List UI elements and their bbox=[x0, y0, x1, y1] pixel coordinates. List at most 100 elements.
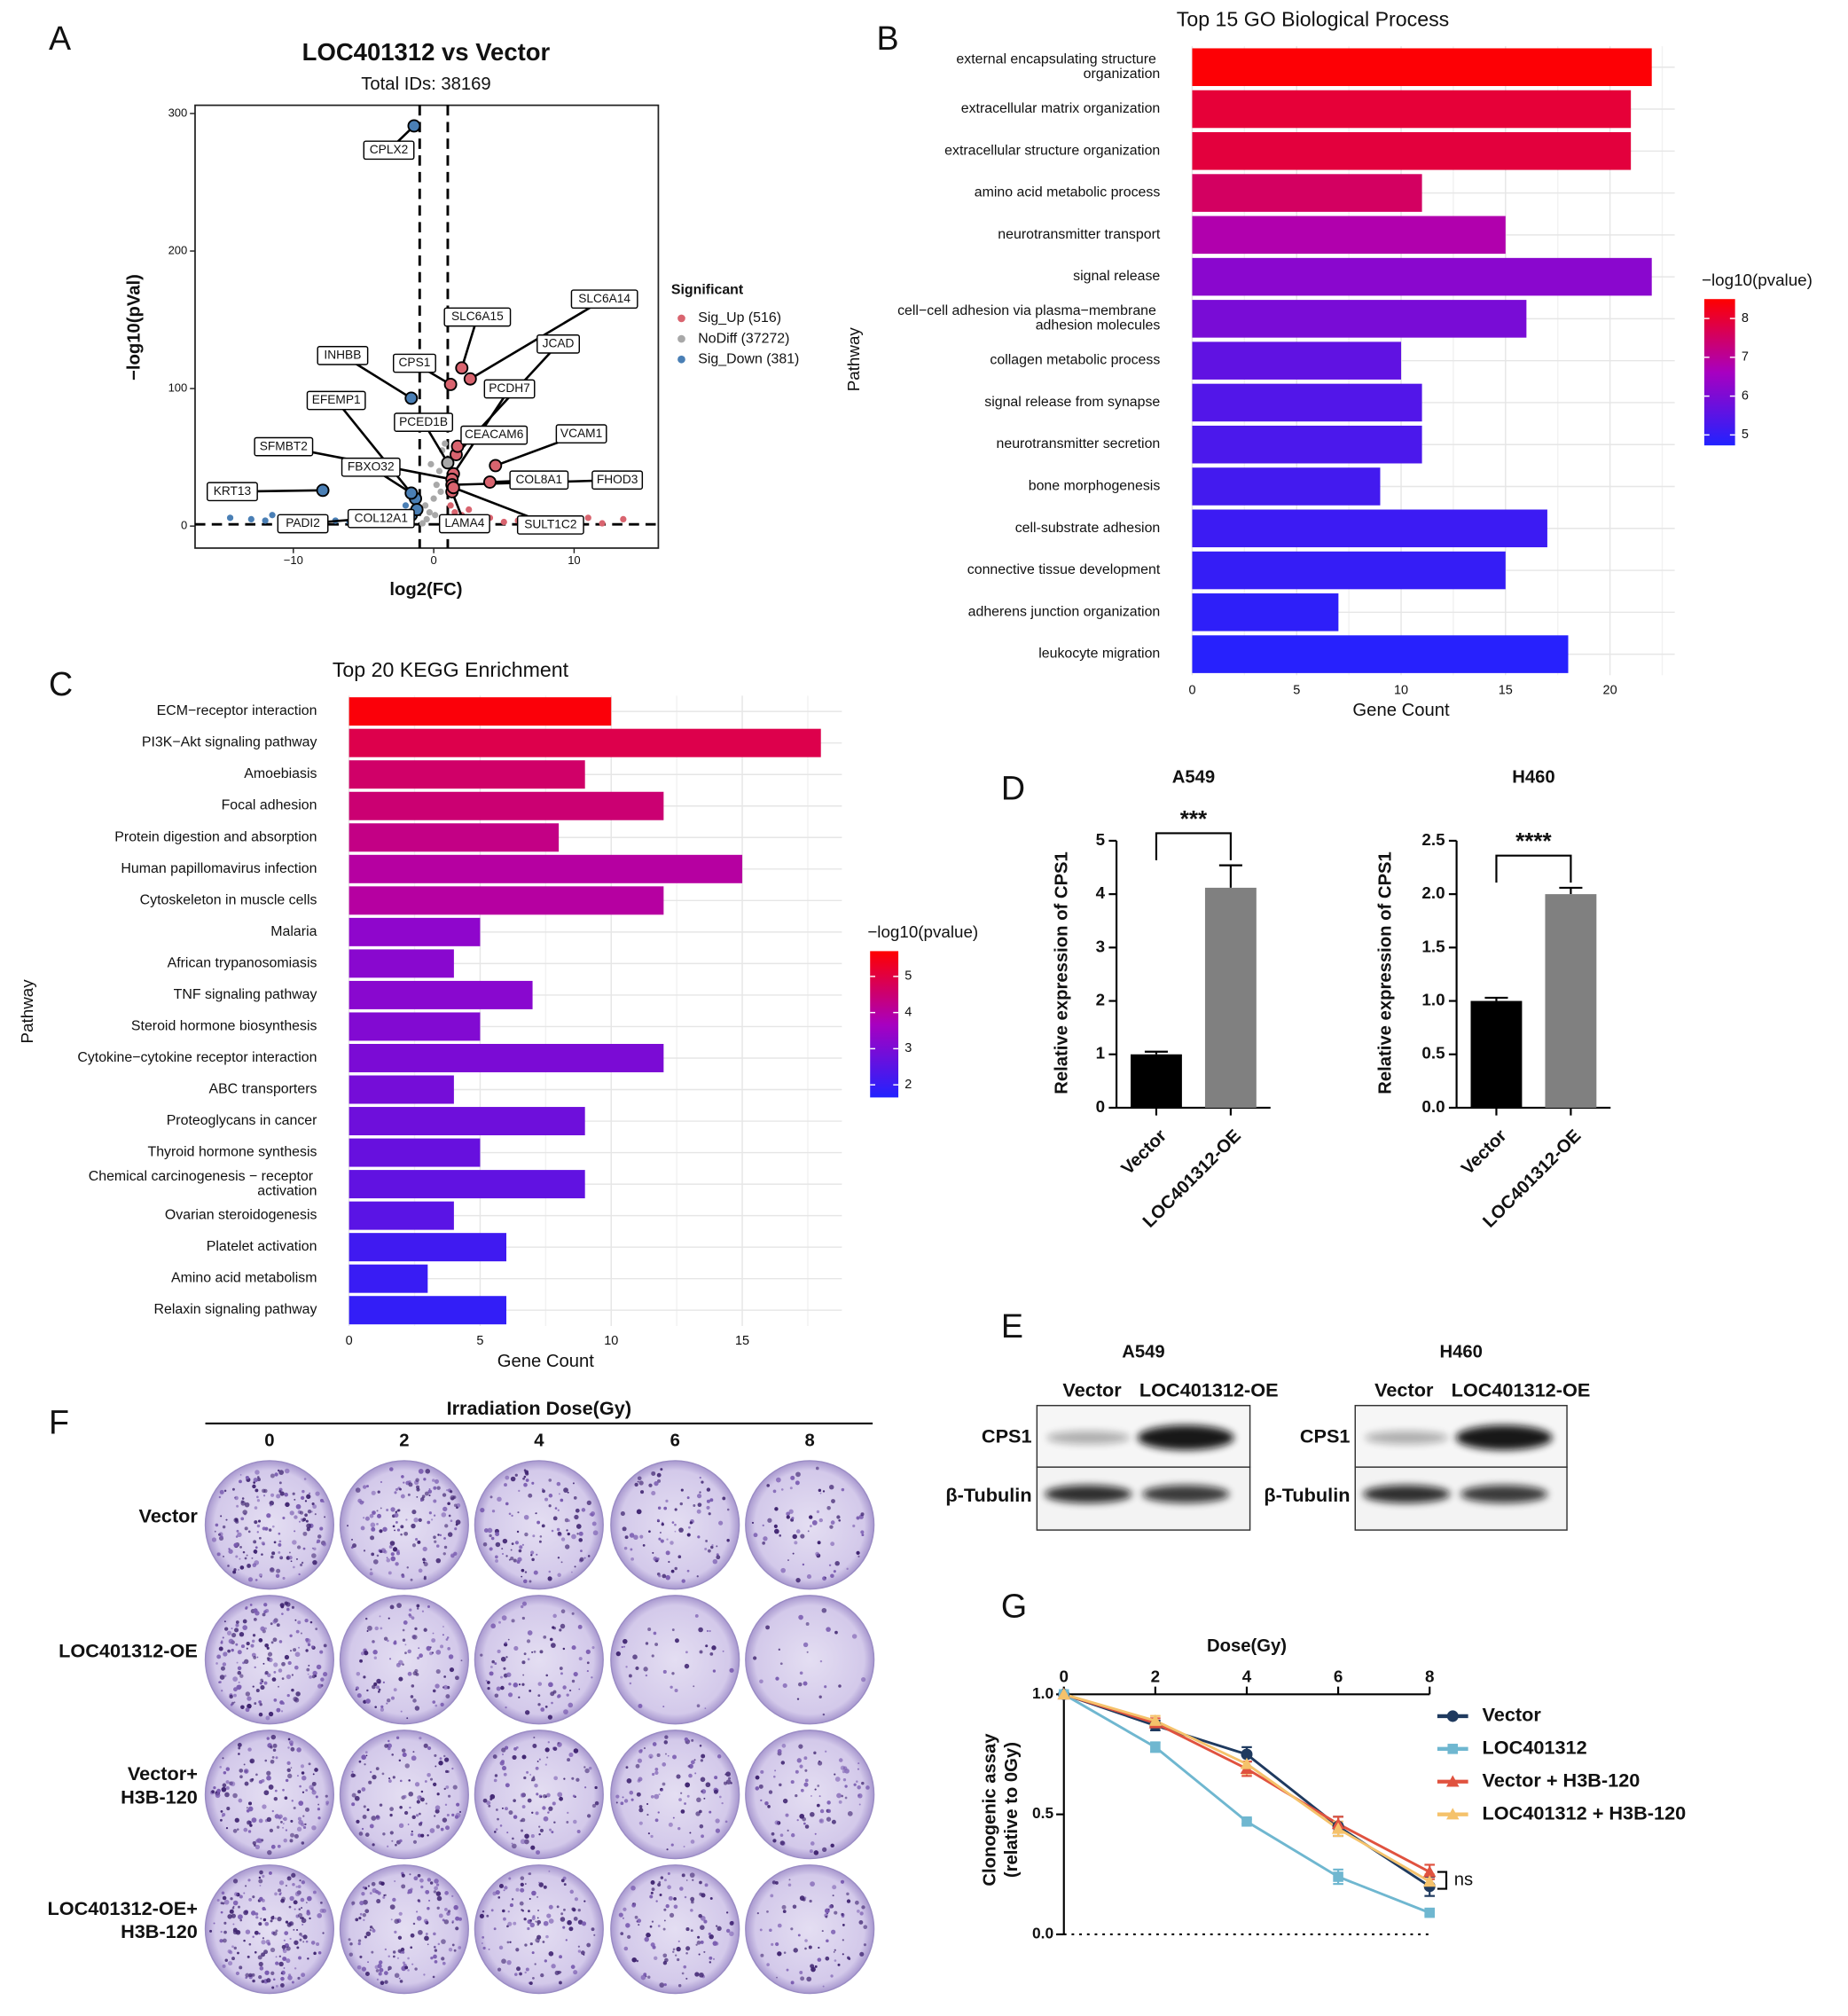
colony bbox=[240, 1644, 246, 1649]
colony bbox=[695, 1811, 701, 1816]
colony bbox=[553, 1776, 558, 1781]
colony bbox=[298, 1646, 301, 1649]
colony bbox=[591, 1521, 597, 1526]
colony bbox=[397, 1949, 402, 1953]
colony bbox=[495, 1889, 500, 1895]
colony bbox=[259, 1885, 262, 1887]
colony bbox=[394, 1640, 397, 1643]
point bbox=[435, 467, 443, 475]
colony bbox=[388, 1739, 390, 1743]
colony bbox=[315, 1795, 318, 1799]
colony bbox=[369, 1572, 373, 1576]
colony bbox=[519, 1545, 523, 1549]
colony bbox=[284, 1492, 289, 1497]
colony bbox=[482, 1946, 486, 1950]
colony bbox=[524, 1971, 527, 1974]
annotated-point bbox=[450, 439, 465, 453]
colony bbox=[424, 1491, 429, 1496]
colony bbox=[296, 1747, 301, 1753]
colony bbox=[240, 1517, 245, 1521]
colony bbox=[311, 1825, 317, 1831]
colony bbox=[709, 1651, 714, 1656]
colony bbox=[273, 1541, 277, 1544]
point bbox=[247, 515, 254, 523]
colony bbox=[782, 1910, 787, 1914]
colony bbox=[364, 1617, 368, 1620]
colony bbox=[286, 1768, 291, 1772]
colony bbox=[507, 1638, 510, 1641]
colony bbox=[275, 1961, 279, 1965]
colony bbox=[218, 1646, 223, 1651]
y-tick-label: 0.5 bbox=[1032, 1804, 1053, 1822]
category-label: neurotransmitter transport bbox=[998, 227, 1161, 242]
text-line: Relaxin signaling pathway bbox=[154, 1302, 317, 1317]
colony bbox=[857, 1762, 860, 1765]
colony bbox=[651, 1654, 654, 1658]
colony bbox=[243, 1769, 249, 1774]
colony bbox=[399, 1839, 403, 1843]
colony bbox=[264, 1970, 270, 1975]
colony bbox=[424, 1935, 429, 1941]
colony bbox=[434, 1959, 438, 1964]
colony bbox=[407, 1824, 410, 1825]
colony bbox=[305, 1519, 309, 1523]
colony bbox=[281, 1612, 284, 1615]
colony bbox=[705, 1540, 709, 1542]
text-line: Malaria bbox=[270, 924, 317, 939]
colony bbox=[620, 1511, 625, 1517]
colony bbox=[690, 1760, 695, 1765]
colony bbox=[544, 1763, 547, 1766]
colony bbox=[830, 1843, 834, 1848]
colony bbox=[802, 1816, 807, 1822]
colony bbox=[270, 1493, 275, 1497]
colony bbox=[657, 1882, 662, 1887]
x-tick-label: 0 bbox=[1060, 1667, 1069, 1685]
colony bbox=[531, 1916, 536, 1920]
annotation-label: CPS1 bbox=[399, 356, 431, 369]
colony bbox=[234, 1495, 239, 1501]
colony bbox=[792, 1552, 795, 1555]
colony bbox=[388, 1777, 391, 1780]
colony bbox=[221, 1786, 227, 1792]
colony bbox=[679, 1502, 684, 1506]
colony bbox=[233, 1892, 239, 1896]
colony bbox=[236, 1504, 239, 1508]
colony bbox=[505, 1475, 510, 1480]
colony bbox=[356, 1819, 360, 1824]
colony bbox=[235, 1623, 239, 1628]
colony bbox=[643, 1747, 646, 1750]
colony bbox=[535, 1766, 539, 1770]
colony bbox=[714, 1776, 718, 1780]
colony bbox=[518, 1683, 521, 1686]
colony bbox=[314, 1768, 318, 1772]
colony bbox=[523, 1579, 528, 1584]
colony bbox=[281, 1944, 286, 1949]
colony bbox=[537, 1910, 540, 1912]
colony bbox=[498, 1945, 504, 1950]
colony bbox=[513, 1799, 516, 1802]
colony bbox=[435, 1649, 442, 1655]
colony bbox=[404, 1651, 407, 1655]
colony bbox=[799, 1895, 805, 1901]
colony bbox=[560, 1537, 566, 1541]
colony bbox=[232, 1829, 238, 1833]
colony bbox=[495, 1555, 498, 1559]
annotation-box bbox=[306, 390, 366, 411]
colony bbox=[361, 1827, 364, 1831]
colony bbox=[567, 1532, 570, 1536]
colony bbox=[798, 1744, 803, 1749]
colony bbox=[672, 1950, 675, 1953]
colony bbox=[259, 1682, 263, 1685]
colony bbox=[760, 1799, 763, 1802]
colony bbox=[570, 1965, 576, 1969]
colony bbox=[632, 1654, 638, 1659]
colony bbox=[365, 1754, 368, 1757]
colony bbox=[219, 1766, 222, 1769]
colony bbox=[287, 1738, 291, 1741]
colony bbox=[777, 1923, 782, 1928]
colony bbox=[258, 1700, 262, 1704]
colony bbox=[441, 1512, 447, 1518]
colony bbox=[762, 1541, 765, 1545]
colony bbox=[521, 1805, 526, 1808]
colony bbox=[316, 1541, 319, 1544]
